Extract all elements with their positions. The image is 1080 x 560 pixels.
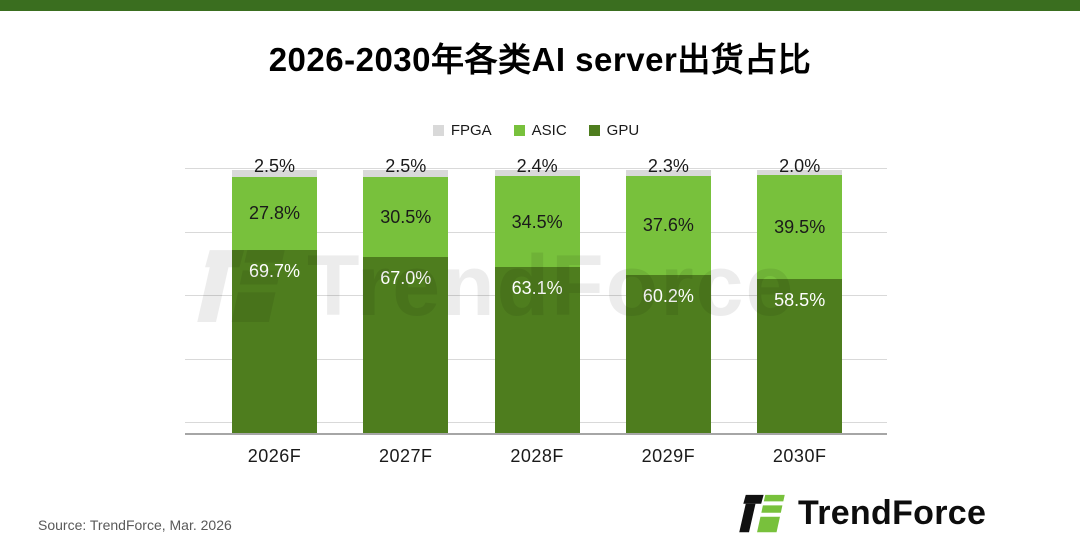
value-label-gpu: 69.7% (248, 260, 301, 281)
value-label-fpga: 2.5% (385, 156, 427, 177)
trendforce-logo-mark-icon (739, 494, 785, 532)
value-label-asic: 39.5% (774, 217, 826, 238)
legend-label-asic: ASIC (531, 121, 567, 139)
legend-swatch-asic (513, 124, 525, 136)
segment-fpga: 2.5% (363, 156, 449, 177)
bar-2029f: 60.2% 37.6% 2.3% (625, 156, 711, 433)
legend-label-fpga: FPGA (450, 121, 492, 139)
value-label-fpga: 2.5% (253, 156, 296, 177)
x-axis-label: 2030F (772, 446, 827, 466)
bar-2027f: 67.0% 30.5% 2.5% (363, 156, 449, 433)
x-axis-label: 2029F (641, 446, 696, 466)
segment-asic: 37.6% (625, 175, 711, 275)
stacked-bar-chart: TrendForce 69.7%27.8%2.5%2026F67.0%30.5%… (185, 156, 887, 466)
value-label-fpga: 2.4% (516, 156, 558, 177)
segment-gpu: 69.7% (232, 249, 317, 433)
segment-asic: 30.5% (363, 176, 449, 257)
value-label-gpu: 67.0% (380, 267, 432, 288)
legend-item-fpga: FPGA (432, 121, 492, 139)
segment-gpu: 63.1% (494, 267, 580, 433)
x-axis-label: 2026F (247, 446, 302, 466)
segment-gpu: 60.2% (625, 274, 711, 433)
legend: FPGA ASIC GPU (185, 120, 887, 140)
gridline (185, 168, 887, 169)
segment-gpu: 58.5% (757, 279, 843, 433)
segment-fpga: 2.5% (232, 156, 317, 177)
top-accent-bar (0, 0, 1080, 11)
bar-2028f: 63.1% 34.5% 2.4% (494, 156, 580, 433)
legend-swatch-gpu (588, 124, 600, 136)
value-label-gpu: 63.1% (511, 278, 563, 299)
segment-gpu: 67.0% (363, 256, 449, 433)
legend-item-gpu: GPU (588, 121, 640, 139)
x-axis-line (185, 433, 887, 435)
chart-title: 2026-2030年各类AI server出货占比 (268, 41, 812, 78)
trendforce-logo: TrendForce (736, 488, 986, 538)
legend-item-asic: ASIC (513, 121, 567, 139)
source-note: Source: TrendForce, Mar. 2026 (38, 517, 232, 533)
bar-2026f: 69.7% 27.8% 2.5% (232, 156, 317, 433)
segment-fpga: 2.3% (625, 156, 711, 176)
value-label-fpga: 2.3% (647, 155, 689, 176)
value-label-asic: 30.5% (380, 206, 432, 227)
value-label-asic: 27.8% (248, 203, 301, 224)
value-label-asic: 37.6% (642, 215, 694, 236)
value-label-gpu: 60.2% (642, 285, 694, 306)
value-label-asic: 34.5% (511, 211, 563, 232)
x-axis-label: 2028F (510, 446, 564, 466)
segment-asic: 34.5% (494, 176, 580, 268)
segment-fpga: 2.4% (494, 156, 580, 177)
segment-asic: 39.5% (757, 175, 843, 280)
x-axis-label: 2027F (379, 446, 433, 466)
legend-label-gpu: GPU (606, 121, 640, 139)
segment-fpga: 2.0% (757, 156, 843, 176)
trendforce-logo-text: TrendForce (798, 494, 987, 532)
bar-2030f: 58.5% 39.5% 2.0% (757, 156, 843, 433)
value-label-gpu: 58.5% (774, 290, 826, 311)
legend-swatch-fpga (432, 124, 444, 136)
value-label-fpga: 2.0% (779, 156, 821, 177)
segment-asic: 27.8% (232, 176, 317, 250)
